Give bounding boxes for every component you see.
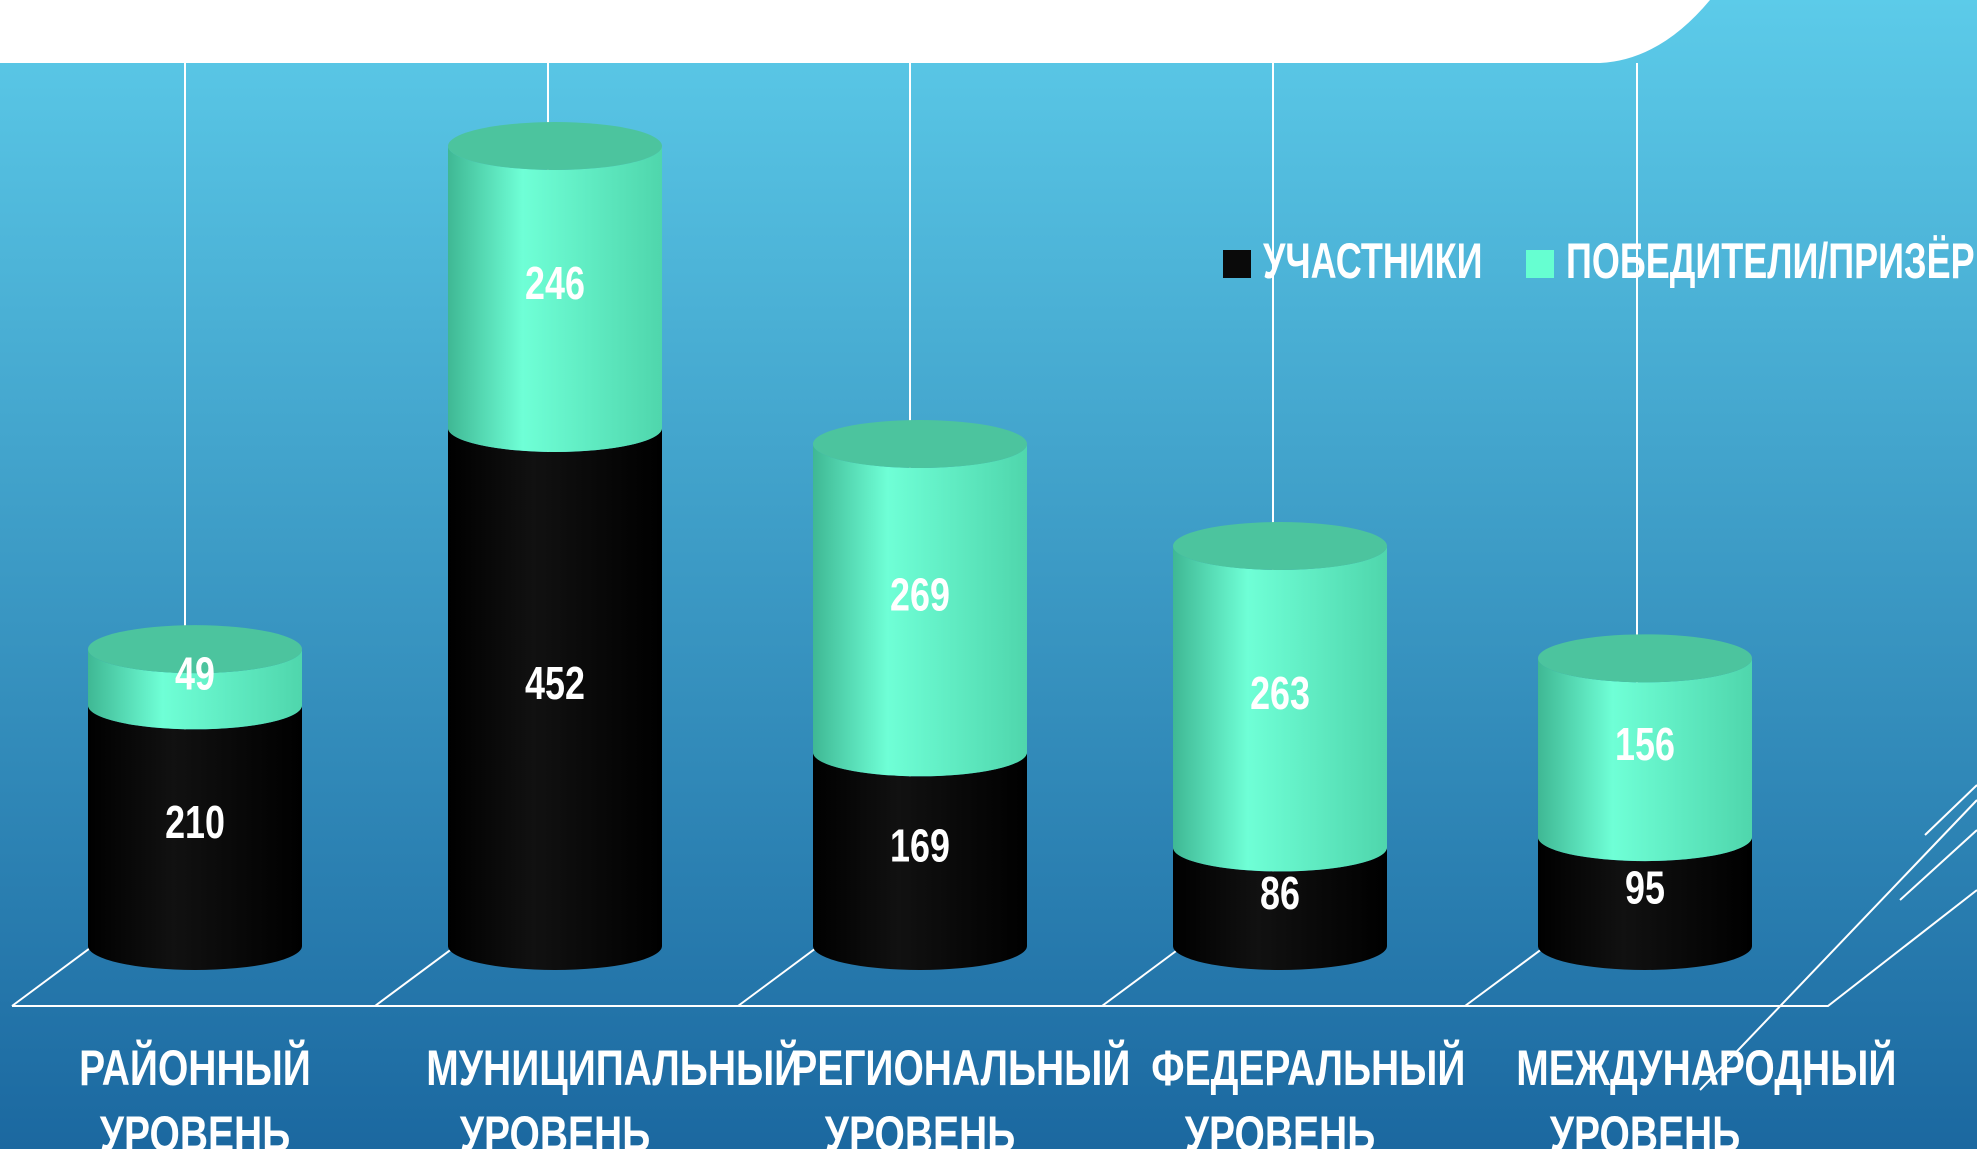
cylinder-top xyxy=(448,122,662,170)
cylinder-segment xyxy=(448,427,662,970)
cylinder-top xyxy=(813,419,1027,468)
cylinder-segment xyxy=(1173,847,1387,970)
cylinder-segment xyxy=(448,146,662,452)
data-label: 210 xyxy=(165,797,225,848)
x-tick-label: ФЕДЕРАЛЬНЫЙ УРОВЕНЬ xyxy=(1151,1040,1466,1149)
legend-label: УЧАСТНИКИ xyxy=(1263,235,1483,290)
cylinder-top xyxy=(88,625,302,674)
title-banner xyxy=(0,0,1710,63)
data-label: 246 xyxy=(525,258,585,309)
cylinder-segment xyxy=(88,649,302,730)
cylinder-top xyxy=(1538,634,1752,683)
legend-swatch xyxy=(1223,250,1251,278)
cylinder-segment xyxy=(1173,546,1387,872)
x-tick-label: РАЙОННЫЙ УРОВЕНЬ xyxy=(79,1040,311,1149)
cylinder-segment xyxy=(1538,658,1752,862)
data-label: 452 xyxy=(525,658,585,709)
cylinder-segment xyxy=(1538,837,1752,970)
data-label: 263 xyxy=(1250,668,1310,719)
data-label: 269 xyxy=(890,569,950,620)
cylinder-segment xyxy=(88,705,302,970)
cylinder-segment xyxy=(813,443,1027,777)
data-label: 156 xyxy=(1615,719,1675,770)
x-tick-label: МЕЖДУНАРОДНЫЙ УРОВЕНЬ xyxy=(1516,1040,1897,1149)
data-label: 169 xyxy=(890,820,950,871)
legend-label: ПОБЕДИТЕЛИ/ПРИЗЁРЫ xyxy=(1566,235,1977,290)
data-label: 86 xyxy=(1260,868,1300,919)
data-label: 49 xyxy=(175,648,215,699)
cylinder-top xyxy=(1173,522,1387,570)
data-label: 95 xyxy=(1625,862,1665,913)
cylinder-segment xyxy=(813,752,1027,970)
legend-swatch xyxy=(1526,250,1554,278)
x-tick-label: МУНИЦИПАЛЬНЫЙ УРОВЕНЬ xyxy=(426,1040,803,1149)
x-tick-label: РЕГИОНАЛЬНЫЙ УРОВЕНЬ xyxy=(791,1040,1131,1149)
